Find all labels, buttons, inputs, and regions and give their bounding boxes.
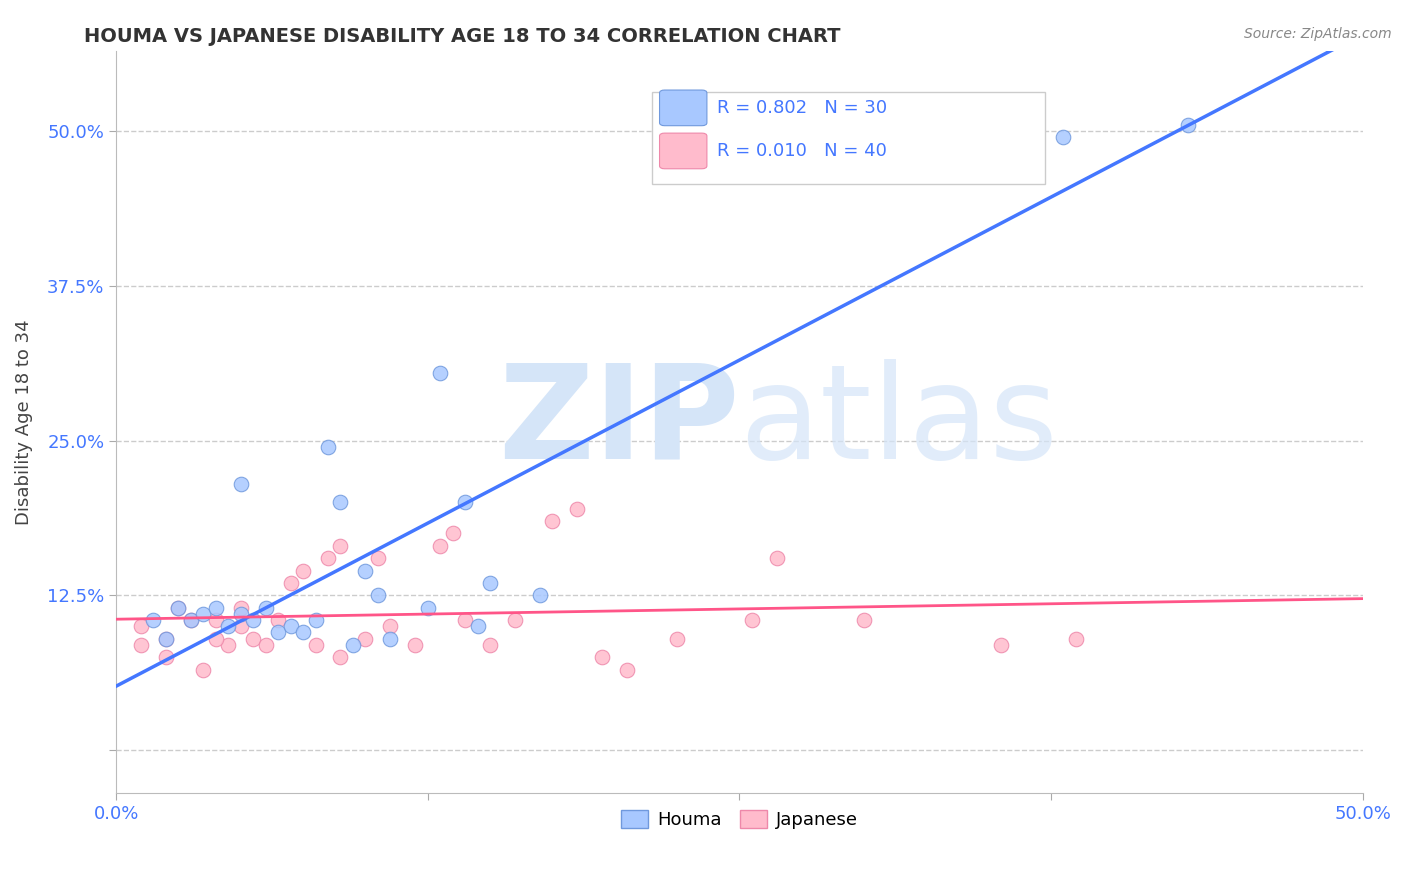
Point xyxy=(280,576,302,591)
Point xyxy=(404,638,426,652)
FancyBboxPatch shape xyxy=(659,133,707,169)
Point xyxy=(292,625,315,640)
Text: R = 0.802   N = 30: R = 0.802 N = 30 xyxy=(717,99,887,117)
Point xyxy=(616,663,638,677)
Point xyxy=(454,495,477,509)
Point xyxy=(354,564,377,578)
Point xyxy=(267,625,290,640)
Text: ZIP: ZIP xyxy=(498,359,740,485)
Point xyxy=(503,613,526,627)
Point xyxy=(204,632,226,646)
Point xyxy=(1064,632,1087,646)
Point xyxy=(454,613,477,627)
Point xyxy=(380,632,402,646)
Point xyxy=(304,613,326,627)
Point xyxy=(229,619,252,633)
Point xyxy=(204,600,226,615)
Point xyxy=(304,638,326,652)
Point xyxy=(977,130,1000,145)
Point xyxy=(193,663,215,677)
Point xyxy=(155,632,177,646)
Point xyxy=(1177,118,1199,132)
Point xyxy=(441,526,464,541)
Point xyxy=(316,551,339,566)
Point xyxy=(167,600,190,615)
Point xyxy=(1052,130,1074,145)
Point xyxy=(367,551,389,566)
Point xyxy=(429,366,451,380)
Point xyxy=(193,607,215,621)
Point xyxy=(741,613,763,627)
Text: HOUMA VS JAPANESE DISABILITY AGE 18 TO 34 CORRELATION CHART: HOUMA VS JAPANESE DISABILITY AGE 18 TO 3… xyxy=(84,27,841,45)
Point xyxy=(167,600,190,615)
Point xyxy=(229,476,252,491)
Point xyxy=(229,607,252,621)
Point xyxy=(180,613,202,627)
Point xyxy=(479,638,502,652)
Point xyxy=(529,588,551,602)
Point xyxy=(429,539,451,553)
Point xyxy=(852,613,875,627)
Point xyxy=(329,650,352,665)
Text: Source: ZipAtlas.com: Source: ZipAtlas.com xyxy=(1244,27,1392,41)
Point xyxy=(990,638,1012,652)
Point xyxy=(380,619,402,633)
Point xyxy=(217,638,239,652)
Point xyxy=(217,619,239,633)
Point xyxy=(267,613,290,627)
Point xyxy=(416,600,439,615)
Point xyxy=(567,501,589,516)
Point xyxy=(155,632,177,646)
Y-axis label: Disability Age 18 to 34: Disability Age 18 to 34 xyxy=(15,319,32,524)
Point xyxy=(541,514,564,528)
Legend: Houma, Japanese: Houma, Japanese xyxy=(613,803,865,837)
FancyBboxPatch shape xyxy=(659,90,707,126)
Point xyxy=(180,613,202,627)
Point xyxy=(666,632,689,646)
Point xyxy=(467,619,489,633)
Text: atlas: atlas xyxy=(740,359,1059,485)
Point xyxy=(129,619,152,633)
Point xyxy=(129,638,152,652)
Point xyxy=(479,576,502,591)
Point xyxy=(242,632,264,646)
Point xyxy=(591,650,613,665)
Point xyxy=(280,619,302,633)
Point xyxy=(765,551,787,566)
Text: R = 0.010   N = 40: R = 0.010 N = 40 xyxy=(717,142,887,160)
Point xyxy=(242,613,264,627)
Point xyxy=(155,650,177,665)
Point xyxy=(292,564,315,578)
Point xyxy=(316,440,339,454)
Point xyxy=(204,613,226,627)
Point xyxy=(254,638,277,652)
Point xyxy=(354,632,377,646)
Point xyxy=(254,600,277,615)
FancyBboxPatch shape xyxy=(652,92,1045,185)
Point xyxy=(142,613,165,627)
Point xyxy=(342,638,364,652)
Point xyxy=(229,600,252,615)
Point xyxy=(367,588,389,602)
Point xyxy=(329,495,352,509)
Point xyxy=(329,539,352,553)
